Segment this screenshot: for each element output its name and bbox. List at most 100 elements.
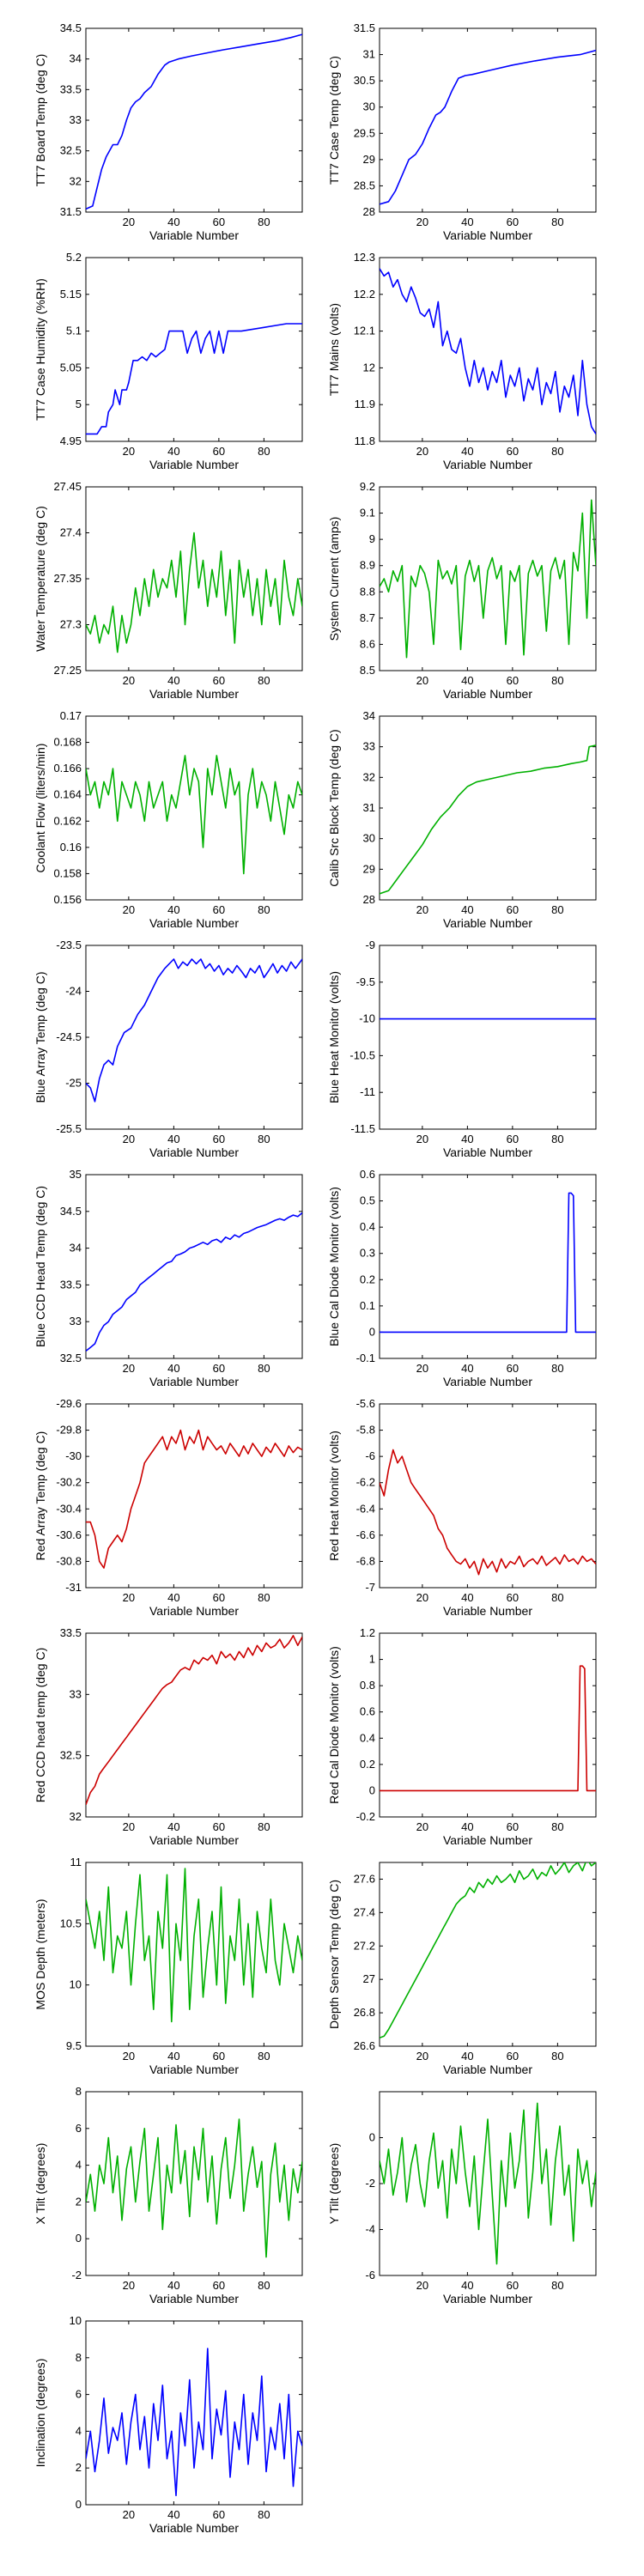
y-tick-label: 0 (76, 2232, 82, 2245)
y-tick-label: -30.6 (56, 1528, 82, 1541)
x-tick-label: 80 (258, 216, 270, 228)
chart-14: 20 40 60 80 -7 -6.8 -6.6 -6.4 -6.2 -6 -5.8 -5.6 Vari… (327, 1397, 597, 1618)
y-tick-label: 0.156 (53, 893, 82, 906)
y-axis-label: Red Array Temp (deg C) (33, 1431, 47, 1561)
x-tick-label: 20 (416, 1820, 428, 1833)
plot-frame (85, 1403, 303, 1589)
chart-3: 20 40 60 80 4.95 5 5.05 5.1 5.15 5.2 Variable Numb… (33, 251, 303, 471)
x-tick-label: 80 (258, 1591, 270, 1604)
y-tick-label: 31 (363, 801, 375, 814)
y-axis-label: Blue Array Temp (deg C) (33, 971, 47, 1103)
x-tick-label: 20 (123, 1133, 135, 1145)
series-line-1 (86, 755, 302, 875)
y-tick-label: 27.6 (354, 1872, 375, 1885)
series-line-1 (380, 499, 596, 659)
x-tick-label: 60 (507, 1362, 519, 1375)
y-tick-label: 5.2 (66, 251, 82, 264)
y-tick-label: 0.4 (360, 1731, 375, 1744)
y-tick-label: -6 (365, 1449, 375, 1462)
y-tick-label: 12.2 (354, 288, 375, 301)
x-axis-label: Variable Number (149, 2292, 239, 2306)
chart-19: 20 40 60 80 -2 0 2 4 6 8 Variable Number X Tilt (de… (33, 2085, 303, 2306)
x-tick-label: 20 (416, 1133, 428, 1145)
y-tick-label: 27.45 (53, 480, 82, 493)
x-axis-label: Variable Number (149, 2063, 239, 2076)
series-line-1 (380, 1862, 596, 2039)
y-tick-label: 34 (363, 709, 375, 722)
plot-frame (379, 1862, 597, 2047)
x-tick-label: 20 (416, 2050, 428, 2063)
y-tick-label: 32 (363, 770, 375, 783)
y-tick-label: 8.7 (360, 611, 375, 624)
x-tick-label: 60 (213, 445, 225, 458)
y-tick-label: 5.05 (60, 361, 82, 374)
y-tick-label: 32 (70, 1810, 82, 1823)
x-tick-label: 80 (258, 2279, 270, 2292)
y-tick-label: 28.5 (354, 179, 375, 191)
y-tick-label: -6.8 (356, 1554, 375, 1567)
x-tick-label: 20 (123, 1591, 135, 1604)
y-tick-label: 0.3 (360, 1247, 375, 1260)
y-tick-label: 0.166 (53, 762, 82, 775)
y-tick-label: 27 (363, 1972, 375, 1985)
y-tick-label: 9 (369, 532, 375, 545)
x-tick-label: 20 (416, 903, 428, 916)
x-tick-label: 80 (258, 1133, 270, 1145)
x-tick-label: 20 (123, 445, 135, 458)
y-tick-label: -5.6 (356, 1397, 375, 1410)
y-tick-label: 27.35 (53, 572, 82, 585)
x-tick-label: 60 (507, 445, 519, 458)
y-tick-label: -25.5 (56, 1122, 82, 1135)
y-axis-label: Blue Cal Diode Monitor (volts) (327, 1187, 341, 1346)
x-axis-label: Variable Number (149, 1375, 239, 1388)
x-tick-label: 40 (461, 674, 473, 687)
x-tick-label: 80 (551, 2279, 563, 2292)
y-tick-label: 32.5 (60, 1749, 82, 1762)
chart-1: 20 40 60 80 31.5 32 32.5 33 33.5 34 34.5 Variable N… (33, 21, 303, 242)
y-tick-label: 0.164 (53, 788, 82, 801)
y-tick-label: 34 (70, 52, 82, 65)
y-tick-label: 12.3 (354, 251, 375, 264)
series-line-1 (380, 268, 596, 434)
x-tick-label: 20 (416, 1362, 428, 1375)
x-axis-label: Variable Number (443, 687, 532, 701)
x-tick-label: 60 (507, 1133, 519, 1145)
y-tick-label: 30 (363, 100, 375, 113)
y-tick-label: -0.2 (356, 1810, 375, 1823)
y-tick-label: 8.5 (360, 664, 375, 677)
y-tick-label: 0 (369, 1783, 375, 1796)
y-tick-label: 0.2 (360, 1273, 375, 1285)
x-tick-label: 80 (551, 903, 563, 916)
x-axis-label: Variable Number (149, 687, 239, 701)
chart-5: 20 40 60 80 27.25 27.3 27.35 27.4 27.45 Variable … (33, 480, 303, 701)
y-tick-label: 33.5 (60, 1278, 82, 1291)
plot-frame (379, 1174, 597, 1359)
y-tick-label: 31.5 (60, 205, 82, 218)
chart-18: 20 40 60 80 26.6 26.8 27 27.2 27.4 27.6 Variable N… (327, 1862, 597, 2076)
series-line-1 (86, 1635, 302, 1805)
y-tick-label: 33.5 (60, 1626, 82, 1639)
y-tick-label: 32 (70, 174, 82, 187)
x-tick-label: 20 (416, 1591, 428, 1604)
x-tick-label: 60 (507, 2050, 519, 2063)
x-tick-label: 20 (123, 674, 135, 687)
y-tick-label: -24.5 (56, 1030, 82, 1043)
x-tick-label: 80 (258, 2050, 270, 2063)
y-tick-label: 10.5 (60, 1917, 82, 1929)
x-tick-label: 60 (213, 1591, 225, 1604)
x-tick-label: 80 (551, 216, 563, 228)
x-tick-label: 20 (123, 2050, 135, 2063)
y-tick-label: -6 (365, 2269, 375, 2281)
y-tick-label: 34.5 (60, 1205, 82, 1218)
y-tick-label: 0.162 (53, 814, 82, 827)
x-tick-label: 40 (167, 674, 179, 687)
y-axis-label: Red CCD head temp (deg C) (33, 1648, 47, 1803)
y-tick-label: 5 (76, 398, 82, 410)
chart-21: 20 40 60 80 0 2 4 6 8 10 Variable Number Inclinatio… (33, 2314, 303, 2535)
x-tick-label: 60 (213, 216, 225, 228)
x-axis-label: Variable Number (149, 916, 239, 930)
y-tick-label: -30 (65, 1449, 82, 1462)
y-tick-label: 10 (70, 2314, 82, 2327)
y-axis-label: Inclination (degrees) (33, 2359, 47, 2468)
x-tick-label: 60 (213, 2508, 225, 2521)
